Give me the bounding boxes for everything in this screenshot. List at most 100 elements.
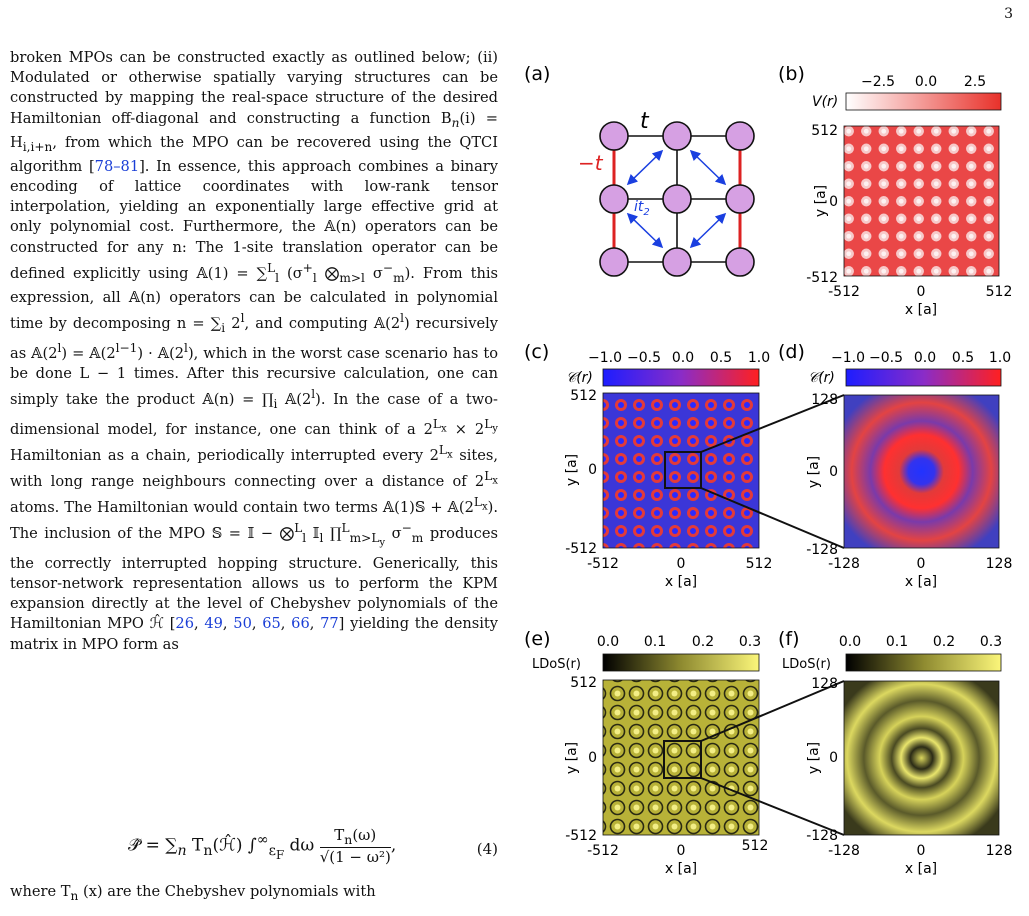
colorbar-b: [845, 92, 1002, 111]
panel-c-correlation: 𝒞(r) −1.0 −0.5 0.0 0.5 1.0 512 0 -512 -5…: [564, 350, 845, 590]
y-tick: 128: [811, 392, 838, 408]
colorbar-tick: 0.2: [933, 634, 955, 650]
x-tick: 128: [986, 843, 1013, 859]
colorbar-c: [602, 368, 760, 387]
colorbar-c-label: 𝒞(r): [566, 370, 593, 386]
lattice-site: [662, 247, 692, 277]
body-text-after-equation: where Tn (x) are the Chebyshev polynomia…: [10, 883, 376, 903]
heatmap-b: [843, 125, 1000, 277]
y-tick: -512: [565, 828, 597, 844]
citation-link[interactable]: 26: [175, 615, 194, 633]
lattice-site: [599, 184, 629, 214]
y-axis-label: y [a]: [564, 454, 580, 486]
lattice-schematic: t −t it2: [578, 109, 755, 277]
x-tick: 512: [986, 284, 1013, 300]
lattice-site: [725, 121, 755, 151]
y-tick: -128: [806, 828, 838, 844]
citation-link[interactable]: 65: [262, 615, 281, 633]
y-tick: 0: [588, 462, 597, 478]
y-axis-label: y [a]: [813, 185, 829, 217]
hopping-t-label: t: [640, 109, 650, 134]
y-tick: -512: [806, 270, 838, 286]
panel-d-correlation-zoom: 𝒞(r) −1.0 −0.5 0.0 0.5 1.0 128 0 -128 -1…: [806, 350, 1012, 590]
panel-label-b: (b): [778, 63, 805, 85]
x-tick: -512: [828, 284, 860, 300]
colorbar-e: [602, 653, 760, 672]
y-axis-label: y [a]: [806, 456, 822, 488]
colorbar-tick: 0.0: [914, 350, 936, 366]
colorbar-tick: 0.0: [915, 74, 937, 90]
colorbar-f-label: LDoS(r): [782, 657, 831, 672]
colorbar-tick: 0.1: [886, 634, 908, 650]
panel-label-e: (e): [524, 628, 551, 650]
x-axis-label: x [a]: [905, 302, 937, 318]
lattice-site: [599, 121, 629, 151]
panel-label-c: (c): [524, 341, 549, 363]
y-tick: 512: [811, 123, 838, 139]
zoom-connector: [700, 487, 845, 549]
citation-link[interactable]: 78–81: [94, 157, 140, 175]
x-tick: 512: [746, 556, 773, 572]
y-tick: 0: [588, 750, 597, 766]
x-tick: 0: [917, 843, 926, 859]
y-tick: -128: [806, 542, 838, 558]
heatmap-c: [602, 392, 760, 549]
y-tick: 0: [829, 464, 838, 480]
x-axis-label: x [a]: [665, 574, 697, 590]
colorbar-tick: 0.5: [710, 350, 732, 366]
colorbar-tick: −0.5: [869, 350, 903, 366]
zoom-connector: [700, 680, 845, 742]
colorbar-tick: 0.1: [644, 634, 666, 650]
page-number: 3: [1004, 6, 1013, 22]
zoom-connector: [700, 777, 845, 836]
y-axis-label: y [a]: [806, 742, 822, 774]
body-paragraph: broken MPOs can be constructed exactly a…: [10, 49, 499, 653]
colorbar-tick: 0.3: [739, 634, 761, 650]
colorbar-tick: −2.5: [861, 74, 895, 90]
colorbar-tick: 1.0: [989, 350, 1011, 366]
citation-link[interactable]: 66: [291, 615, 310, 633]
x-axis-label: x [a]: [665, 861, 697, 877]
citation-link[interactable]: 49: [204, 615, 223, 633]
lattice-site: [725, 184, 755, 214]
citation-link[interactable]: 50: [233, 615, 252, 633]
x-tick: -128: [828, 843, 860, 859]
panel-e-ldos: LDoS(r) 0.0 0.1 0.2 0.3 512 0 -512 -512 …: [532, 634, 845, 877]
y-tick: 512: [570, 388, 597, 404]
y-tick: 512: [570, 675, 597, 691]
lattice-site: [725, 247, 755, 277]
x-tick: 0: [677, 556, 686, 572]
colorbar-tick: 0.5: [952, 350, 974, 366]
heatmap-d: [843, 394, 1000, 549]
zoom-box-c: [664, 451, 702, 489]
colorbar-d: [845, 368, 1002, 387]
equation-4: 𝒫̂ = ∑n Tn(ℋ̂) ∫∞εF dω Tn(ω) √(1 − ω²), (…: [10, 818, 498, 868]
y-tick: 128: [811, 676, 838, 692]
zoom-connector: [700, 394, 845, 453]
x-tick: -128: [828, 556, 860, 572]
lattice-site: [662, 121, 692, 151]
citation-link[interactable]: 77: [320, 615, 339, 633]
y-tick: -512: [565, 541, 597, 557]
lattice-site: [599, 247, 629, 277]
x-tick: 512: [742, 838, 769, 854]
hopping-minus-t-label: −t: [578, 151, 604, 175]
colorbar-tick: 0.0: [839, 634, 861, 650]
panel-label-d: (d): [778, 341, 805, 363]
y-tick: 0: [829, 194, 838, 210]
x-axis-label: x [a]: [905, 861, 937, 877]
equation-body: 𝒫̂ = ∑n Tn(ℋ̂) ∫∞εF dω Tn(ω) √(1 − ω²),: [128, 826, 397, 866]
x-axis-label: x [a]: [905, 574, 937, 590]
x-tick: 0: [917, 556, 926, 572]
colorbar-tick: 0.2: [692, 634, 714, 650]
colorbar-tick: 0.3: [980, 634, 1002, 650]
panel-label-f: (f): [778, 628, 800, 650]
colorbar-tick: 0.0: [672, 350, 694, 366]
panel-b-potential: V(r) −2.5 0.0 2.5 512 0 -512 -512 0 512 …: [806, 74, 1012, 318]
figure: (a) (b) (c) (d) (e) (f) t −t i: [524, 63, 1012, 877]
panel-f-ldos-zoom: LDoS(r) 0.0 0.1 0.2 0.3 128 0 -128 -128 …: [782, 634, 1012, 877]
heatmap-e: [602, 679, 760, 836]
colorbar-tick: 0.0: [597, 634, 619, 650]
x-tick: 0: [917, 284, 926, 300]
lattice-site: [662, 184, 692, 214]
